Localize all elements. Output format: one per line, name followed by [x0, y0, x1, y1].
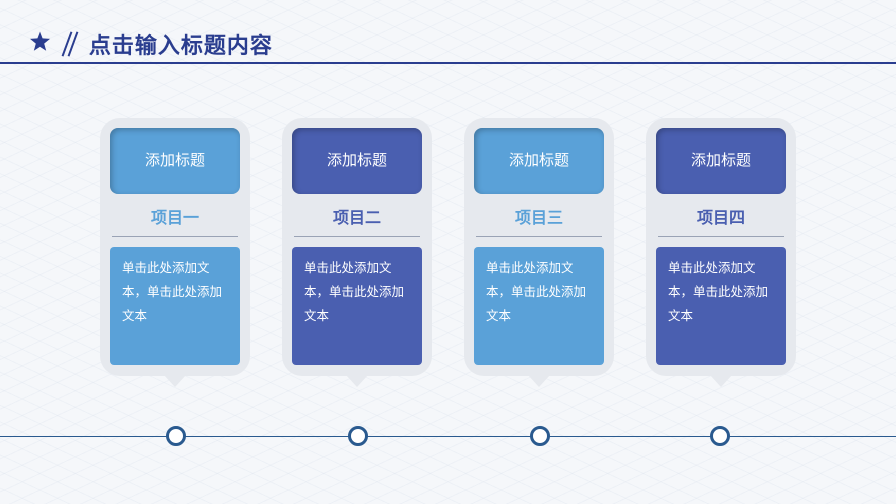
- card-divider: [112, 236, 238, 237]
- card-frame: 添加标题 项目三 单击此处添加文本，单击此处添加文本: [464, 118, 614, 376]
- card-1: 添加标题 项目一 单击此处添加文本，单击此处添加文本: [100, 118, 250, 376]
- card-body: 单击此处添加文本，单击此处添加文本: [656, 247, 786, 365]
- card-body: 单击此处添加文本，单击此处添加文本: [110, 247, 240, 365]
- card-tail: [710, 375, 732, 387]
- card-item-label: 项目一: [110, 204, 240, 228]
- timeline-marker-4: [710, 426, 730, 446]
- card-frame: 添加标题 项目一 单击此处添加文本，单击此处添加文本: [100, 118, 250, 376]
- timeline: [0, 436, 896, 437]
- card-divider: [658, 236, 784, 237]
- card-3: 添加标题 项目三 单击此处添加文本，单击此处添加文本: [464, 118, 614, 376]
- timeline-marker-2: [348, 426, 368, 446]
- card-divider: [476, 236, 602, 237]
- timeline-marker-1: [166, 426, 186, 446]
- card-frame: 添加标题 项目四 单击此处添加文本，单击此处添加文本: [646, 118, 796, 376]
- slide-title: 点击输入标题内容: [89, 28, 273, 60]
- card-4: 添加标题 项目四 单击此处添加文本，单击此处添加文本: [646, 118, 796, 376]
- card-tail: [164, 375, 186, 387]
- timeline-marker-3: [530, 426, 550, 446]
- card-item-label: 项目三: [474, 204, 604, 228]
- card-head: 添加标题: [474, 128, 604, 194]
- card-tail: [528, 375, 550, 387]
- card-head: 添加标题: [110, 128, 240, 194]
- cards-row: 添加标题 项目一 单击此处添加文本，单击此处添加文本 添加标题 项目二 单击此处…: [0, 118, 896, 376]
- header-rule: [0, 62, 896, 64]
- card-2: 添加标题 项目二 单击此处添加文本，单击此处添加文本: [282, 118, 432, 376]
- card-head: 添加标题: [656, 128, 786, 194]
- card-body: 单击此处添加文本，单击此处添加文本: [474, 247, 604, 365]
- card-frame: 添加标题 项目二 单击此处添加文本，单击此处添加文本: [282, 118, 432, 376]
- card-item-label: 项目二: [292, 204, 422, 228]
- card-item-label: 项目四: [656, 204, 786, 228]
- card-head: 添加标题: [292, 128, 422, 194]
- star-icon: [28, 30, 52, 59]
- slash-decoration: [58, 33, 84, 55]
- card-tail: [346, 375, 368, 387]
- card-divider: [294, 236, 420, 237]
- card-body: 单击此处添加文本，单击此处添加文本: [292, 247, 422, 365]
- slide-header: 点击输入标题内容: [0, 0, 896, 60]
